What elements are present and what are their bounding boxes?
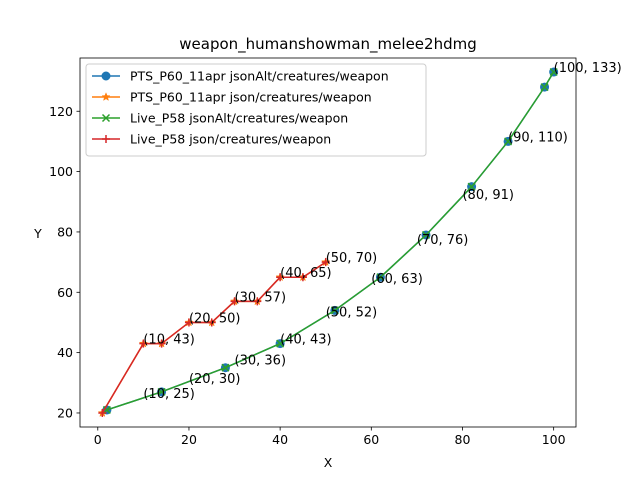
legend-item: PTS_P60_11apr json/creatures/weapon [92,90,372,105]
data-label: (80, 91) [462,188,514,203]
data-label: (100, 133) [554,61,622,76]
y-tick-label: 120 [49,104,73,119]
x-tick-label: 80 [455,432,471,447]
legend: PTS_P60_11apr jsonAlt/creatures/weapon PT… [86,64,426,156]
legend-label: PTS_P60_11apr jsonAlt/creatures/weapon [130,69,389,84]
legend-label: Live_P58 jsonAlt/creatures/weapon [130,111,348,126]
data-label: (30, 36) [235,354,287,369]
y-tick-label: 100 [49,164,73,179]
legend-marker [102,72,110,80]
data-label: (70, 76) [417,233,469,248]
data-label: (50, 70) [326,251,378,266]
data-label: (30, 57) [235,290,287,305]
x-tick-label: 60 [363,432,379,447]
x-tick-label: 0 [94,432,102,447]
x-tick-label: 40 [272,432,288,447]
y-tick-label: 60 [57,285,73,300]
legend-item: PTS_P60_11apr jsonAlt/creatures/weapon [92,69,389,84]
x-tick-label: 100 [542,432,566,447]
x-tick-label: 20 [181,432,197,447]
legend-label: Live_P58 json/creatures/weapon [130,132,331,147]
data-label: (50, 52) [326,305,378,320]
x-axis-label: X [324,455,333,470]
data-label: (60, 63) [371,272,423,287]
data-label: (90, 110) [508,130,568,145]
data-label: (10, 43) [143,333,195,348]
y-axis-label: Y [33,226,42,241]
data-label: (40, 43) [280,333,332,348]
data-label: (20, 30) [189,372,241,387]
chart-title: weapon_humanshowman_melee2hdmg [179,35,476,54]
data-label: (10, 25) [143,387,195,402]
y-tick-label: 40 [57,345,73,360]
legend-label: PTS_P60_11apr json/creatures/weapon [130,90,372,105]
legend-item: Live_P58 jsonAlt/creatures/weapon [92,111,348,126]
data-label: (40, 65) [280,266,332,281]
y-tick-label: 80 [57,224,73,239]
data-label: (20, 50) [189,311,241,326]
y-tick-label: 20 [57,405,73,420]
